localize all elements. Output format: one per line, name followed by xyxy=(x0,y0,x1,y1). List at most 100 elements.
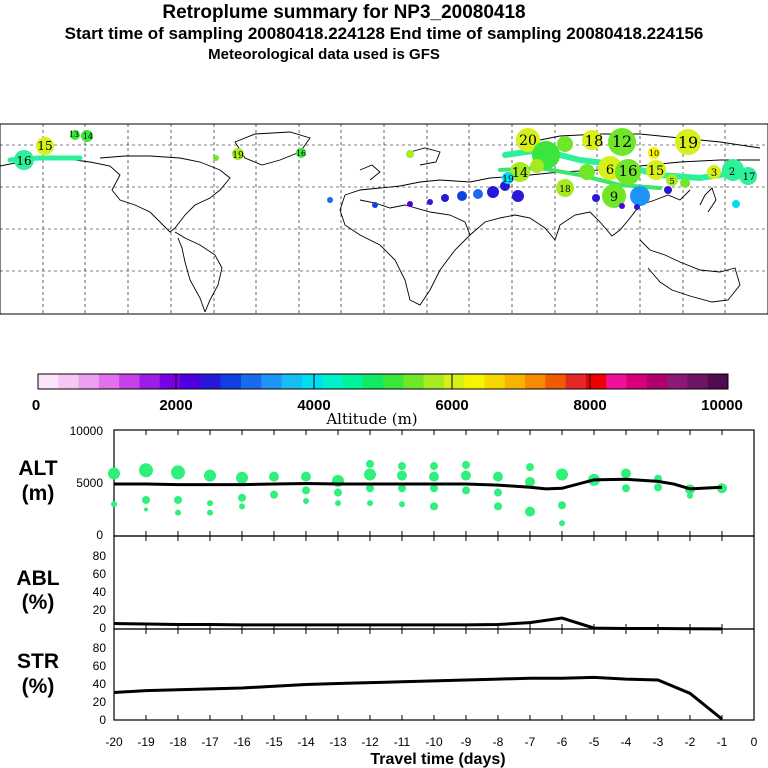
plume-point xyxy=(654,483,662,492)
colorbar-tick: 4000 xyxy=(297,397,330,414)
colorbar-cell xyxy=(240,374,262,389)
colorbar-cell xyxy=(707,374,729,389)
world-map: 15 13 14 16 19 16 20 18 12 19 10 14 16 6… xyxy=(0,123,768,315)
colorbar-cell xyxy=(362,374,384,389)
sampling-times: Start time of sampling 20080418.224128 E… xyxy=(64,24,704,43)
colorbar-tick: 6000 xyxy=(435,397,468,414)
plume-point xyxy=(334,488,342,497)
abl-unit: (%) xyxy=(22,591,55,614)
colorbar-cell xyxy=(342,374,364,389)
abl-ytick: 80 xyxy=(93,549,107,563)
colorbar-cell xyxy=(78,374,100,389)
x-tick-label: -5 xyxy=(589,735,600,749)
map-label: 3 xyxy=(711,168,717,179)
plume-point xyxy=(302,486,310,495)
plume-point xyxy=(687,492,693,499)
colorbar-cell xyxy=(403,374,425,389)
str-panel: STR (%) 0 20 40 60 80 xyxy=(17,628,755,727)
alt-panel: ALT (m) 0 5000 10000 xyxy=(18,424,755,542)
plume-point xyxy=(558,501,566,510)
x-tick-label: -4 xyxy=(621,735,632,749)
colorbar-cell xyxy=(98,374,120,389)
plume-point xyxy=(398,462,406,471)
map-label: 16 xyxy=(296,149,306,158)
x-tick-label: -10 xyxy=(425,735,443,749)
colorbar: 0 2000 4000 6000 8000 10000 Altitude (m) xyxy=(32,373,743,428)
colorbar-cell xyxy=(220,374,242,389)
x-tick-label: -7 xyxy=(525,735,536,749)
plume-labels: 15 13 14 16 19 16 20 18 12 19 10 14 16 6… xyxy=(16,130,755,205)
map-label: 15 xyxy=(648,164,665,179)
plume-point xyxy=(494,502,502,511)
plume-point xyxy=(559,520,565,527)
colorbar-cell xyxy=(261,374,283,389)
plume-point xyxy=(366,459,374,468)
colorbar-cell xyxy=(565,374,587,389)
x-tick-label: 0 xyxy=(751,735,758,749)
plume-point xyxy=(335,500,341,507)
map-label: 16 xyxy=(618,162,637,180)
map-label: 13 xyxy=(69,130,79,139)
plume-point xyxy=(622,484,630,493)
plume-point xyxy=(142,495,150,504)
x-tick-label: -1 xyxy=(717,735,728,749)
plume-point xyxy=(494,488,502,497)
abl-ytick: 40 xyxy=(93,585,107,599)
plume-point xyxy=(526,463,534,472)
chart-title: Retroplume summary for NP3_20080418 xyxy=(162,2,526,23)
colorbar-cell xyxy=(119,374,140,389)
plume-point xyxy=(398,484,406,493)
plume-point xyxy=(461,470,471,481)
plume-point xyxy=(175,509,181,516)
colorbar-tick: 0 xyxy=(32,397,40,414)
map-label: 10 xyxy=(649,149,659,158)
plume-point xyxy=(301,471,311,482)
alt-ytick: 5000 xyxy=(76,476,103,490)
plume-point xyxy=(621,468,631,479)
plume-point xyxy=(430,502,438,511)
colorbar-cell xyxy=(180,374,201,389)
abl-panel: ABL (%) 0 20 40 60 80 xyxy=(16,535,755,635)
plume-point xyxy=(236,471,248,484)
colorbar-cell xyxy=(139,374,161,389)
colorbar-label: Altitude (m) xyxy=(325,410,417,428)
colorbar-cell xyxy=(525,374,546,389)
colorbar-tick: 2000 xyxy=(159,397,192,414)
x-tick-label: -3 xyxy=(653,735,664,749)
colorbar-cell xyxy=(200,374,222,389)
alt-ytick: 10000 xyxy=(70,424,104,438)
alt-series-line xyxy=(114,477,723,491)
colorbar-cell xyxy=(159,374,181,389)
plume-point xyxy=(139,463,153,478)
str-series-line xyxy=(113,675,723,721)
plume-point xyxy=(303,498,309,505)
colorbar-cell xyxy=(687,374,709,389)
map-label: 20 xyxy=(519,133,537,149)
plume-point xyxy=(270,490,278,499)
abl-ytick: 20 xyxy=(93,603,107,617)
x-tick-label: -14 xyxy=(297,735,315,749)
colorbar-tick: 10000 xyxy=(701,397,743,414)
x-tick-label: -12 xyxy=(361,735,379,749)
map-label: 9 xyxy=(610,190,618,205)
abl-ytick: 0 xyxy=(99,621,106,635)
str-unit: (%) xyxy=(22,675,55,698)
plume-point xyxy=(207,509,213,516)
colorbar-cell xyxy=(504,374,526,389)
abl-ytick: 60 xyxy=(93,567,107,581)
map-label: 5 xyxy=(669,177,674,186)
plume-point xyxy=(207,500,213,507)
plume-point xyxy=(174,495,182,504)
colorbar-cell xyxy=(383,374,404,389)
plume-point xyxy=(430,462,438,471)
str-ytick: 0 xyxy=(99,713,106,727)
plume-point xyxy=(429,471,439,482)
colorbar-cell xyxy=(646,374,668,389)
plume-point xyxy=(111,501,117,508)
alt-unit: (m) xyxy=(22,482,55,505)
colorbar-cell xyxy=(281,374,303,389)
plume-point xyxy=(238,493,246,502)
plume-point xyxy=(204,469,216,482)
met-data-note: Meteorological data used is GFS xyxy=(208,46,440,63)
plume-point xyxy=(367,500,373,507)
